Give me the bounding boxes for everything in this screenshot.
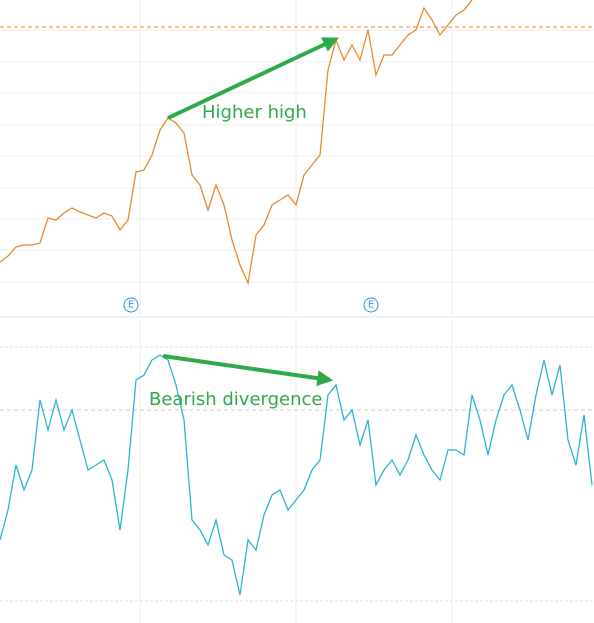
line-series [0, 0, 473, 286]
annotation: Higher high [202, 102, 307, 123]
event-label: E [128, 300, 134, 311]
annotation: Bearish divergence [149, 389, 322, 410]
arrow [162, 354, 334, 387]
event-label: E [368, 300, 374, 311]
arrow [167, 37, 339, 120]
event-marker[interactable] [363, 297, 379, 313]
line-series [0, 354, 593, 596]
event-marker[interactable] [123, 297, 139, 313]
